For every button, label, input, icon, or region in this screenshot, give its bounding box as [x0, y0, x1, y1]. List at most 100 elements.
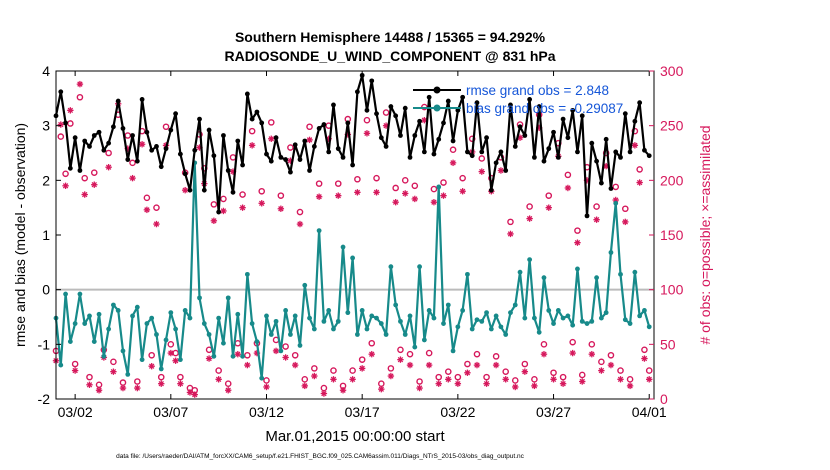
obs-assimilated-point [569, 349, 576, 357]
bias-point [292, 313, 298, 319]
obs-assimilated-point [244, 361, 251, 369]
bias-point [503, 332, 509, 337]
obs-possible-point [239, 191, 246, 198]
asterisk-stroke [354, 189, 361, 196]
bias-series-layer [53, 160, 652, 381]
asterisk-stroke [220, 208, 227, 214]
asterisk-stroke [531, 383, 538, 389]
rmse-point [77, 168, 83, 173]
obs-possible-point [411, 182, 419, 190]
asterisk-stroke [627, 383, 633, 389]
obs-possible-point [464, 360, 471, 368]
rmse-point [632, 118, 638, 124]
bias-point [182, 308, 188, 313]
obs-assimilated-point [430, 199, 438, 206]
x-tick-label: 03/12 [249, 404, 284, 420]
obs-assimilated-point [622, 218, 629, 226]
rmse-point [211, 153, 217, 159]
legend-bias-label: bias grand obs = -0.29087 [466, 101, 623, 116]
obs-possible-point [598, 358, 605, 366]
obs-possible-point [57, 133, 65, 140]
rmse-point [235, 138, 241, 144]
asterisk-stroke [340, 387, 346, 393]
rmse-point [488, 187, 494, 193]
bias-point [560, 315, 566, 321]
bias-point [278, 348, 284, 354]
obs-possible-point [382, 109, 390, 116]
rmse-point [426, 94, 432, 100]
rmse-point [498, 149, 504, 155]
obs-possible-point [358, 356, 366, 363]
rmse-point [589, 140, 595, 146]
bias-point [283, 308, 289, 313]
rmse-point [163, 146, 169, 152]
rmse-point [527, 97, 533, 102]
bias-point [130, 313, 135, 319]
rmse-point [96, 129, 102, 135]
rmse-point [144, 129, 150, 135]
rmse-point [369, 78, 375, 84]
asterisk-stroke [182, 187, 188, 193]
obs-assimilated-point [71, 367, 79, 374]
obs-possible-point [574, 227, 581, 234]
obs-possible-point [593, 203, 600, 210]
obs-assimilated-point [358, 365, 366, 372]
left-y-axis-label: rmse and bias (model - observation) [12, 123, 28, 347]
obs-possible-point [210, 201, 218, 208]
obs-assimilated-point [153, 220, 160, 228]
obs-possible-point [373, 174, 380, 182]
obs-possible-point [636, 166, 643, 173]
rmse-point [130, 133, 135, 138]
bias-point [608, 250, 614, 255]
rmse-point [594, 158, 599, 164]
obs-possible-point [550, 369, 557, 377]
bias-point [187, 315, 193, 321]
asterisk-stroke [483, 380, 490, 387]
bias-point [106, 326, 112, 332]
obs-assimilated-point [559, 380, 567, 387]
bias-point [235, 311, 241, 317]
rmse-point [613, 149, 619, 155]
obs-possible-point [588, 341, 596, 348]
obs-assimilated-point [411, 195, 418, 203]
obs-possible-point [129, 159, 136, 167]
bias-point [469, 326, 475, 332]
left-y-tick-label: 1 [42, 227, 50, 243]
bias-point [173, 326, 179, 332]
rmse-point [522, 133, 528, 138]
bias-point [177, 357, 183, 363]
rmse-point [402, 105, 408, 111]
bias-point [350, 255, 356, 261]
bias-point [579, 318, 585, 324]
bias-point [369, 313, 375, 319]
x-axis-ticks: 03/02 03/07 03/12 03/17 03/22 03/27 04/01 [58, 71, 667, 420]
obs-assimilated-point [138, 141, 146, 148]
rmse-point [345, 120, 351, 126]
bias-point [512, 302, 518, 308]
obs-assimilated-point [550, 376, 557, 383]
obs-possible-point [416, 378, 423, 385]
rmse-point [221, 133, 226, 138]
bias-point [158, 366, 164, 372]
obs-possible-point [531, 376, 538, 383]
obs-assimilated-point [526, 215, 533, 222]
asterisk-stroke [560, 380, 566, 387]
left-y-tick-label: 3 [42, 118, 50, 134]
obs-possible-point [71, 360, 79, 368]
asterisk-stroke [565, 185, 571, 191]
obs-possible-point [526, 203, 533, 210]
rmse-point [120, 125, 126, 131]
obs-possible-point [291, 351, 299, 359]
rmse-point [91, 133, 97, 138]
bias-point [335, 318, 341, 324]
chart-title-line-1: Southern Hemisphere 14488 / 15365 = 94.2… [235, 29, 546, 45]
asterisk-stroke [498, 167, 504, 174]
bias-point [297, 343, 303, 348]
bias-point [259, 375, 265, 381]
asterisk-stroke [192, 391, 198, 398]
bias-point [465, 271, 470, 277]
asterisk-stroke [215, 376, 222, 383]
obs-assimilated-point [143, 206, 151, 214]
rmse-point [197, 116, 202, 122]
obs-possible-point [502, 368, 509, 375]
